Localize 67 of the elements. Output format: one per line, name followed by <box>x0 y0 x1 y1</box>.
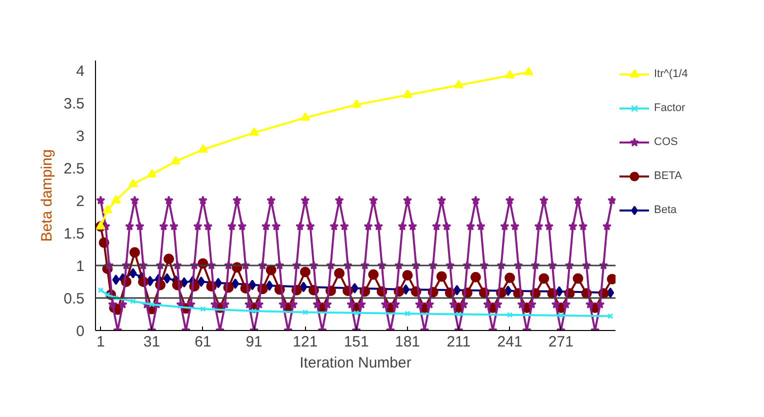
point <box>251 308 257 314</box>
x-tick-label: 61 <box>194 334 212 350</box>
x-tick-label: 181 <box>394 334 420 350</box>
point <box>170 156 180 164</box>
x-tick-label: 121 <box>292 334 318 350</box>
x-tick-label: 31 <box>143 334 160 350</box>
y-tick-label: 3.5 <box>64 95 85 112</box>
point <box>524 66 534 76</box>
point <box>558 312 564 318</box>
y-tick-label: 3 <box>76 128 84 145</box>
legend-label: Itr^(1/4 <box>654 68 688 80</box>
point <box>129 268 137 278</box>
legend-label: Factor <box>654 102 686 114</box>
point <box>350 282 358 294</box>
point <box>402 90 412 98</box>
x-tick-label: 1 <box>96 334 105 350</box>
point <box>266 280 274 291</box>
point <box>506 312 513 318</box>
point <box>112 274 120 286</box>
x-axis-title: Iteration Number <box>300 354 412 372</box>
point <box>248 280 256 290</box>
y-tick-label: 1 <box>76 258 84 275</box>
y-axis-title: Beta damping <box>38 149 56 242</box>
x-tick-label: 91 <box>246 334 262 350</box>
point <box>147 168 157 178</box>
legend-label: Beta <box>654 204 677 216</box>
y-tick-label: 1.5 <box>64 225 85 242</box>
point <box>214 278 222 288</box>
y-tick-label: 4 <box>76 62 84 80</box>
point <box>504 286 512 296</box>
point <box>148 302 155 308</box>
point <box>454 80 464 88</box>
point <box>505 70 515 79</box>
point <box>104 292 110 298</box>
point <box>232 278 240 289</box>
point <box>163 273 171 284</box>
legend-label: BETA <box>654 170 682 182</box>
x-tick-label: 241 <box>497 334 522 350</box>
point <box>128 178 138 188</box>
point <box>453 284 461 296</box>
y-tick-label: 0.5 <box>64 290 85 308</box>
point <box>352 99 362 108</box>
point <box>130 298 136 304</box>
y-tick-label: 0 <box>76 323 84 340</box>
point <box>180 277 188 288</box>
point <box>302 309 308 316</box>
point <box>456 311 462 318</box>
point <box>113 295 119 301</box>
point <box>300 282 308 292</box>
point <box>249 127 259 136</box>
point <box>96 221 106 230</box>
point <box>111 195 121 204</box>
point <box>300 112 310 121</box>
point <box>353 310 360 316</box>
point <box>198 144 208 153</box>
point <box>200 306 206 312</box>
x-tick-label: 271 <box>548 334 574 350</box>
x-tick-label: 211 <box>446 334 471 350</box>
y-tick-label: 2.5 <box>64 160 85 178</box>
point <box>102 204 112 214</box>
point <box>197 276 205 287</box>
point <box>404 310 410 316</box>
y-tick-label: 2 <box>76 192 84 210</box>
legend-label: COS <box>654 136 678 148</box>
point <box>555 286 563 297</box>
point <box>402 284 410 295</box>
x-tick-label: 151 <box>344 334 369 350</box>
